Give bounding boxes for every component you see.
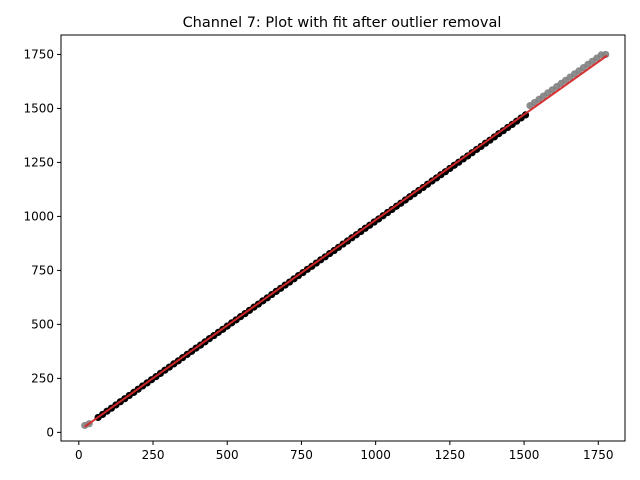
y-tick-label: 1000 [23,209,54,223]
y-tick-label: 0 [46,425,54,439]
y-tick-label: 250 [31,371,54,385]
x-tick-label: 1250 [435,448,466,462]
x-tick-label: 1500 [509,448,540,462]
x-tick-label: 750 [290,448,313,462]
x-tick-label: 250 [142,448,165,462]
x-axis: 0 250 500 750 1000 1250 1500 1750 [75,441,614,462]
y-axis: 0 250 500 750 1000 1250 1500 1750 [23,47,61,439]
x-tick-label: 1750 [583,448,614,462]
y-tick-label: 1500 [23,101,54,115]
fit-line [84,54,608,428]
x-tick-label: 0 [75,448,83,462]
fit-line-layer [84,54,608,428]
y-tick-label: 1250 [23,155,54,169]
x-tick-label: 1000 [360,448,391,462]
y-tick-label: 500 [31,317,54,331]
x-tick-label: 500 [216,448,239,462]
chart-title: Channel 7: Plot with fit after outlier r… [183,15,502,31]
y-tick-label: 1750 [23,47,54,61]
plot-frame [60,34,626,442]
y-tick-label: 750 [31,263,54,277]
